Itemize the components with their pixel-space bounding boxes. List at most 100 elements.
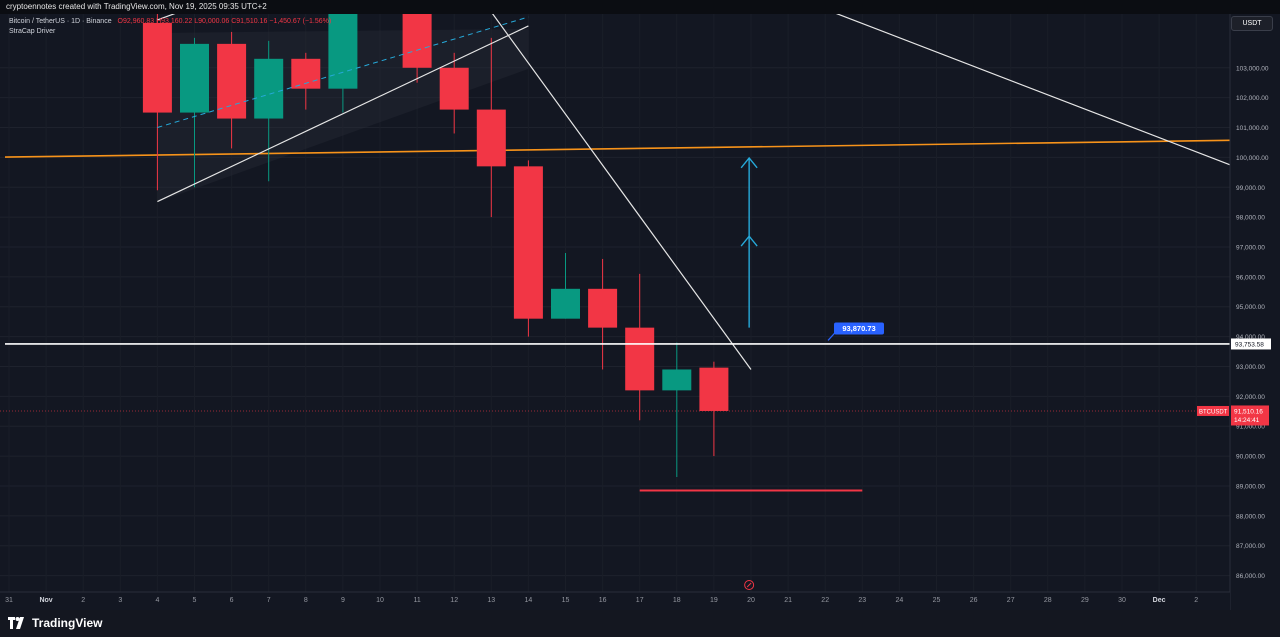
- candle-body: [142, 22, 172, 113]
- price-tick-label: 93,000.00: [1236, 364, 1265, 371]
- time-tick-label: 28: [1044, 597, 1052, 604]
- price-tick-label: 89,000.00: [1236, 483, 1265, 490]
- footer-brand: TradingView: [32, 616, 103, 630]
- price-axis-panel[interactable]: [1230, 14, 1280, 610]
- candles: [142, 14, 729, 477]
- symbol-tag-text: BTCUSDT: [1199, 409, 1228, 415]
- time-tick-label: 3: [118, 597, 122, 604]
- candle-body: [402, 14, 432, 68]
- time-tick-label: 17: [636, 597, 644, 604]
- time-tick-label: 5: [193, 597, 197, 604]
- candle-body: [662, 369, 692, 391]
- replay-icon: [744, 580, 755, 590]
- legend-ohlc: O92,960.83 H93,160.22 L90,000.06 C91,510…: [117, 18, 332, 25]
- watermark-text: cryptoennotes created with TradingView.c…: [6, 2, 267, 11]
- legend-symbol[interactable]: Bitcoin / TetherUS · 1D · Binance: [9, 18, 112, 25]
- candle-body: [180, 43, 209, 113]
- resistance-line: [4, 139, 1231, 158]
- footer-bar: TradingView: [0, 610, 1280, 637]
- grid: [0, 14, 1230, 592]
- time-tick-label: 9: [341, 597, 345, 604]
- price-tick-label: 98,000.00: [1236, 215, 1265, 222]
- price-tick-label: 101,000.00: [1236, 125, 1269, 132]
- price-tick-label: 100,000.00: [1236, 155, 1269, 162]
- time-tick-label: 15: [562, 597, 570, 604]
- candle-body: [625, 327, 655, 391]
- time-tick-label: 21: [784, 597, 792, 604]
- price-tick-label: 95,000.00: [1236, 304, 1265, 311]
- time-tick-label: 23: [858, 597, 866, 604]
- candle-body: [291, 58, 321, 89]
- channel-lower-line: [157, 25, 529, 203]
- price-tick-label: 92,000.00: [1236, 394, 1265, 401]
- projection-arrow-head-top: [740, 156, 758, 169]
- descending-trendline-upper: [835, 14, 1231, 166]
- price-labels: 93,753.58 BTCUSDT 91,510.16 14:24:41: [1197, 338, 1271, 426]
- price-tick-label: 90,000.00: [1236, 454, 1265, 461]
- candle-body: [439, 67, 469, 110]
- candle-body: [699, 367, 729, 411]
- time-tick-label: 31: [5, 597, 13, 604]
- time-tick-label: 26: [970, 597, 978, 604]
- time-tick-label: 2: [81, 597, 85, 604]
- last-price-tag-text: 91,510.16: [1234, 408, 1263, 415]
- time-tick-label: 6: [230, 597, 234, 604]
- last-price-tag: [1231, 405, 1269, 426]
- drawings-front: 93,870.73: [0, 14, 1231, 590]
- time-tick-label: 8: [304, 597, 308, 604]
- price-tick-label: 94,000.00: [1236, 334, 1265, 341]
- time-tick-label: 7: [267, 597, 271, 604]
- callout-label: 93,870.73: [842, 324, 875, 333]
- candle-body: [328, 14, 358, 89]
- symbol-tag: [1197, 405, 1229, 416]
- legend-indicator[interactable]: StraCap Driver: [9, 28, 56, 35]
- price-chart[interactable]: 93,870.73 103,000.00 102,000.00 101,000.00…: [0, 14, 1280, 610]
- time-tick-label: 24: [896, 597, 904, 604]
- price-tick-label: 88,000.00: [1236, 513, 1265, 520]
- support-price-tag: [1231, 338, 1271, 350]
- time-tick-label: 19: [710, 597, 718, 604]
- time-tick-label: Nov: [39, 597, 52, 604]
- time-tick-label: Dec: [1153, 597, 1166, 604]
- candle-body: [217, 43, 247, 119]
- time-tick-label: 14: [525, 597, 533, 604]
- currency-button[interactable]: USDT: [1231, 16, 1273, 31]
- support-price-tag-text: 93,753.58: [1235, 341, 1264, 348]
- time-tick-label: 2: [1194, 597, 1198, 604]
- replay-icon-stroke: [746, 582, 752, 588]
- tradingview-logo-icon: [8, 617, 24, 629]
- time-axis-panel[interactable]: [0, 592, 1230, 610]
- time-tick-label: 4: [155, 597, 159, 604]
- time-tick-label: 16: [599, 597, 607, 604]
- candle-body: [476, 109, 506, 167]
- price-tick-label: 91,000.00: [1236, 424, 1265, 431]
- channel-shading: [157, 28, 529, 203]
- top-watermark-bar: cryptoennotes created with TradingView.c…: [0, 0, 1280, 14]
- price-tick-label: 97,000.00: [1236, 244, 1265, 251]
- time-tick-label: 11: [413, 597, 420, 604]
- candle-body: [254, 58, 284, 119]
- candle-body: [551, 288, 580, 319]
- countdown-tag-text: 14:24:41: [1234, 417, 1260, 424]
- time-tick-label: 25: [933, 597, 941, 604]
- time-tick-label: 20: [747, 597, 755, 604]
- descending-trendline: [492, 14, 752, 370]
- time-tick-label: 30: [1118, 597, 1126, 604]
- time-tick-label: 18: [673, 597, 681, 604]
- projection-arrow-head-mid: [740, 235, 758, 247]
- time-tick-label: 12: [450, 597, 458, 604]
- time-tick-label: 13: [487, 597, 495, 604]
- price-tick-label: 86,000.00: [1236, 573, 1265, 580]
- price-tick-label: 102,000.00: [1236, 95, 1269, 102]
- time-axis-ticks: 31 Nov 2 3 4 5 6 7 8 9 10 11 12 13 14 15 16 17 18 19 20 21 22 2…: [5, 597, 1198, 604]
- price-tick-label: 103,000.00: [1236, 65, 1269, 72]
- tradingview-logo[interactable]: TradingView: [8, 616, 102, 630]
- price-axis-ticks: 103,000.00 102,000.00 101,000.00 100,000.00…: [1236, 65, 1269, 580]
- legend-symbol-row[interactable]: Bitcoin / TetherUS · 1D · Binance O92,96…: [9, 18, 331, 25]
- price-tick-label: 96,000.00: [1236, 274, 1265, 281]
- channel-mid-dashed-line: [157, 16, 529, 128]
- time-tick-label: 27: [1007, 597, 1015, 604]
- time-tick-label: 29: [1081, 597, 1089, 604]
- candle-body: [588, 288, 618, 328]
- time-tick-label: 10: [376, 597, 384, 604]
